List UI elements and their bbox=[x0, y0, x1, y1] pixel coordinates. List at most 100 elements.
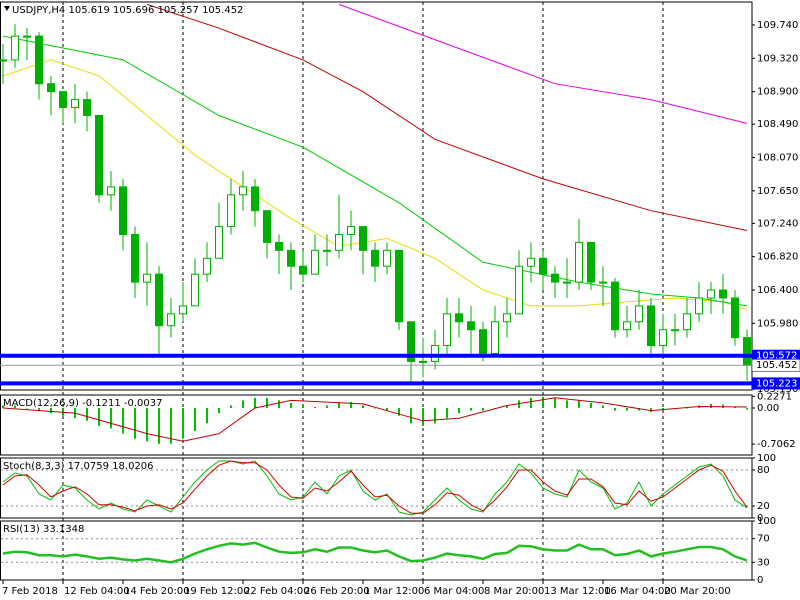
histogram-bar bbox=[434, 408, 436, 424]
level-label: 105.572 bbox=[756, 351, 797, 362]
x-tick-label: 12 Feb 04:00 bbox=[64, 586, 130, 597]
histogram-bar bbox=[122, 408, 124, 434]
histogram-bar bbox=[650, 408, 652, 413]
candle-body bbox=[683, 313, 691, 331]
y-tick-label: 107.650 bbox=[757, 186, 798, 197]
candle-body bbox=[587, 241, 595, 283]
candle-body bbox=[623, 321, 631, 331]
histogram-bar bbox=[302, 405, 304, 409]
line-series bbox=[2, 397, 748, 442]
candle-body bbox=[431, 345, 439, 362]
histogram-bar bbox=[374, 408, 376, 409]
panel-frame bbox=[0, 520, 753, 581]
y-tick-label: 108.900 bbox=[757, 87, 798, 98]
candle-body bbox=[251, 186, 259, 212]
line-series bbox=[2, 460, 748, 516]
histogram-bar bbox=[182, 408, 184, 439]
y-tick-label: 20 bbox=[757, 501, 770, 512]
line-series bbox=[2, 541, 748, 564]
panel-frame bbox=[0, 457, 753, 519]
histogram-bar bbox=[278, 400, 280, 409]
candle-body bbox=[347, 226, 355, 235]
histogram-bar bbox=[590, 402, 592, 409]
histogram-bar bbox=[242, 400, 244, 409]
symbol-icon bbox=[4, 6, 10, 11]
x-tick-label: 7 Feb 2018 bbox=[2, 586, 58, 597]
line-series bbox=[2, 35, 748, 307]
candle-body bbox=[119, 186, 127, 235]
x-tick-label: 13 Mar 12:00 bbox=[544, 586, 611, 597]
candle-body bbox=[383, 249, 391, 267]
y-tick-label: 105.150 bbox=[757, 384, 798, 395]
candle-body bbox=[131, 233, 139, 283]
candle-body bbox=[719, 289, 727, 299]
histogram-bar bbox=[218, 408, 220, 414]
candle-body bbox=[659, 329, 667, 347]
panel-title: RSI(13) 33.1348 bbox=[3, 524, 84, 535]
candle-body bbox=[491, 321, 499, 355]
y-tick-label: 0.00 bbox=[757, 403, 779, 414]
candle-body bbox=[527, 257, 535, 267]
candle-body bbox=[323, 249, 331, 252]
candle-body bbox=[95, 114, 103, 196]
histogram-bar bbox=[602, 405, 604, 409]
candle-body bbox=[671, 329, 679, 332]
candle-body bbox=[635, 305, 643, 323]
x-tick-label: 26 Feb 20:00 bbox=[304, 586, 370, 597]
y-tick-label: 109.320 bbox=[757, 53, 798, 64]
x-tick-label: 1 Mar 12:00 bbox=[364, 586, 424, 597]
candle-body bbox=[167, 313, 175, 327]
candle-body bbox=[239, 186, 247, 196]
histogram-bar bbox=[26, 408, 28, 409]
histogram-bar bbox=[338, 402, 340, 409]
candle-body bbox=[419, 360, 427, 363]
candle-body bbox=[395, 249, 403, 323]
candle-body bbox=[155, 273, 163, 327]
histogram-bar bbox=[206, 408, 208, 424]
line-series bbox=[2, 460, 748, 514]
candle-body bbox=[23, 35, 31, 38]
candle-body bbox=[335, 233, 343, 251]
candle-body bbox=[467, 321, 475, 331]
histogram-bar bbox=[230, 405, 232, 409]
panel-title: Stoch(8,3,3) 17.0759 18.0206 bbox=[3, 461, 154, 472]
candle-body bbox=[599, 281, 607, 284]
candle-body bbox=[263, 210, 271, 243]
candle-body bbox=[731, 297, 739, 339]
x-tick-label: 20 Mar 20:00 bbox=[664, 586, 731, 597]
histogram-bar bbox=[482, 408, 484, 411]
last-price-label: 105.452 bbox=[756, 360, 797, 371]
histogram-bar bbox=[554, 397, 556, 409]
histogram-bar bbox=[134, 408, 136, 439]
candle-body bbox=[695, 297, 703, 315]
level-label-box bbox=[752, 349, 800, 362]
histogram-bar bbox=[506, 405, 508, 409]
candle-body bbox=[35, 35, 43, 85]
candle-body bbox=[287, 249, 295, 267]
candle-body bbox=[143, 273, 151, 283]
candle-body bbox=[47, 83, 55, 93]
y-tick-label: 107.240 bbox=[757, 218, 798, 229]
line-series bbox=[338, 3, 748, 124]
histogram-bar bbox=[518, 400, 520, 409]
level-label-box bbox=[752, 377, 800, 390]
y-tick-label: 106.400 bbox=[757, 285, 798, 296]
histogram-bar bbox=[746, 408, 748, 410]
histogram-bar bbox=[542, 396, 544, 409]
histogram-bar bbox=[398, 408, 400, 416]
y-tick-label: 100 bbox=[757, 516, 776, 527]
histogram-bar bbox=[350, 401, 352, 409]
candle-body bbox=[203, 257, 211, 275]
candle-body bbox=[215, 226, 223, 259]
histogram-bar bbox=[170, 408, 172, 444]
histogram-bar bbox=[194, 408, 196, 431]
histogram-bar bbox=[98, 408, 100, 426]
histogram-bar bbox=[470, 408, 472, 411]
candle-body bbox=[59, 91, 67, 109]
histogram-bar bbox=[614, 408, 616, 411]
histogram-bar bbox=[50, 408, 52, 414]
panel-frame bbox=[0, 1, 753, 391]
candle-body bbox=[0, 59, 7, 62]
panel-title: MACD(12,26,9) -0.1211 -0.0037 bbox=[3, 398, 163, 409]
